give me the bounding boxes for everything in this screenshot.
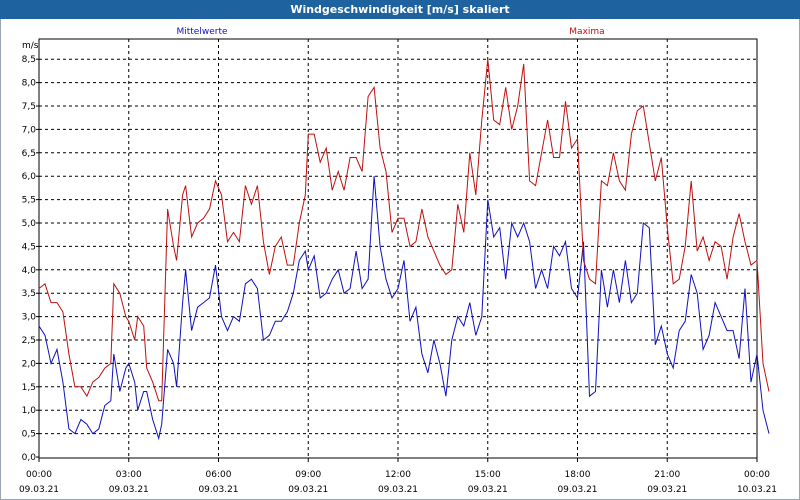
x-tick-date: 10.03.21 bbox=[737, 485, 777, 495]
y-tick-label: 2,0 bbox=[22, 359, 37, 369]
y-axis-ticks: 0,0 0,5 1,0 1,5 2,0 2,5 3,0 3,5 4,0 4,5 5,0 5,5 6,0 6… bbox=[22, 55, 39, 463]
y-tick-label: 0,0 bbox=[22, 453, 37, 463]
x-tick-time: 12:00 bbox=[385, 470, 411, 480]
x-tick-date: 09.03.21 bbox=[378, 485, 418, 495]
y-axis-label: m/s bbox=[22, 41, 39, 51]
series-lines bbox=[38, 59, 770, 441]
y-tick-label: 8,0 bbox=[22, 79, 37, 89]
x-tick-date: 09.03.21 bbox=[468, 485, 508, 495]
x-tick-time: 18:00 bbox=[565, 470, 591, 480]
x-tick-time: 09:00 bbox=[295, 470, 321, 480]
y-tick-label: 8,5 bbox=[22, 55, 36, 65]
legend-mittelwerte: Mittelwerte bbox=[176, 27, 227, 37]
x-tick-time: 21:00 bbox=[654, 470, 680, 480]
y-tick-label: 5,5 bbox=[22, 196, 36, 206]
chart-title: Windgeschwindigkeit [m/s] skaliert bbox=[0, 0, 800, 19]
x-axis-ticks: 00:00 09.03.21 03:00 09.03.21 06:00 09.03.21 0… bbox=[19, 458, 777, 495]
legend-maxima: Maxima bbox=[569, 27, 604, 37]
y-tick-label: 3,0 bbox=[22, 313, 37, 323]
y-tick-label: 3,5 bbox=[22, 289, 36, 299]
y-tick-label: 2,5 bbox=[22, 336, 36, 346]
x-tick-time: 00:00 bbox=[744, 470, 770, 480]
series-line-maxima bbox=[38, 59, 770, 402]
x-tick-time: 15:00 bbox=[475, 470, 501, 480]
x-tick-date: 09.03.21 bbox=[19, 485, 59, 495]
x-tick-date: 09.03.21 bbox=[647, 485, 687, 495]
x-tick-date: 09.03.21 bbox=[198, 485, 238, 495]
x-tick-time: 00:00 bbox=[26, 470, 52, 480]
grid-lines bbox=[39, 39, 757, 458]
y-tick-label: 7,0 bbox=[22, 125, 37, 135]
series-line-mittelwerte bbox=[38, 176, 770, 441]
x-tick-date: 09.03.21 bbox=[557, 485, 597, 495]
y-tick-label: 6,5 bbox=[22, 149, 36, 159]
y-tick-label: 1,5 bbox=[22, 383, 36, 393]
x-tick-time: 03:00 bbox=[116, 470, 142, 480]
y-tick-label: 4,0 bbox=[22, 266, 37, 276]
x-tick-date: 09.03.21 bbox=[288, 485, 328, 495]
x-tick-time: 06:00 bbox=[206, 470, 232, 480]
x-tick-date: 09.03.21 bbox=[109, 485, 149, 495]
y-tick-label: 1,0 bbox=[22, 406, 37, 416]
y-tick-label: 0,5 bbox=[22, 430, 36, 440]
y-tick-label: 5,0 bbox=[22, 219, 37, 229]
y-tick-label: 6,0 bbox=[22, 172, 37, 182]
y-tick-label: 7,5 bbox=[22, 102, 36, 112]
y-tick-label: 4,5 bbox=[22, 242, 36, 252]
